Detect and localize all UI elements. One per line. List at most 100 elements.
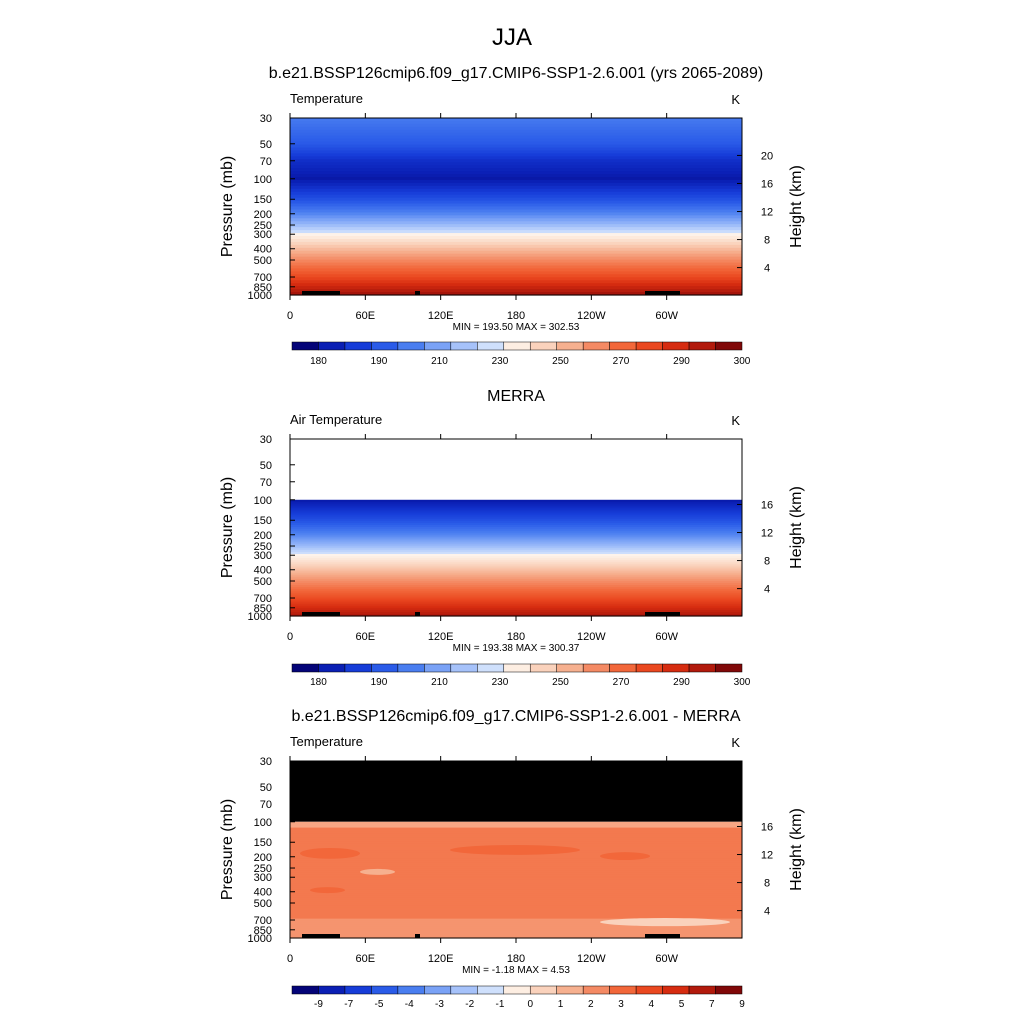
y-tick-label: 250 [254,220,272,232]
colorbar-swatch [291,985,319,995]
colorbar-swatch [556,341,584,351]
colorbar-swatch [582,663,610,673]
colorbar-label: 4 [648,999,654,1010]
y-tick-label: 150 [254,837,272,849]
contour-band [290,924,742,927]
contour-band [290,507,742,511]
colorbar-label: 190 [371,356,388,367]
contour-band [290,247,742,252]
y-tick-label: 50 [260,782,272,794]
x-tick-label: 60E [356,631,376,643]
colorbar-swatch [635,663,663,673]
contour-band [290,215,742,219]
contour-band [290,895,742,898]
contour-band [290,870,742,873]
y-tick-label: 200 [254,209,272,221]
contour-band [290,505,742,509]
colorbar-swatch [450,341,478,351]
y-tick-label: 70 [260,156,272,168]
contour-band [290,598,742,602]
contour-band [290,555,742,559]
contour-band [290,174,742,178]
topography-block [645,934,680,938]
contour-band [290,573,742,576]
contour-field [290,439,742,617]
contour-band [290,209,742,213]
contour-band [290,191,742,196]
x-tick-label: 60W [655,953,678,965]
y-tick-label: 300 [254,550,272,562]
colorbar-label: 3 [618,999,624,1010]
panel-units: K [731,413,740,428]
panel-title: b.e21.BSSP126cmip6.f09_g17.CMIP6-SSP1-2.… [269,65,764,82]
colorbar-swatch [635,985,663,995]
colorbar-label: 300 [734,677,751,688]
contour-band [290,841,742,844]
colorbar-swatch [450,985,478,995]
y-tick-label: 70 [260,477,272,489]
y-right-tick-label: 4 [764,906,770,918]
contour-band [290,891,742,895]
contour-band [290,860,742,864]
contour-patch [300,848,360,859]
contour-band [290,203,742,208]
colorbar-swatch [715,663,743,673]
y-right-tick-label: 12 [761,207,773,219]
contour-band [290,839,742,842]
x-tick-label: 60W [655,310,678,322]
y-tick-label: 850 [254,603,272,615]
contour-band [290,585,742,588]
contour-band [290,557,742,561]
contour-band [290,563,742,567]
panel-title: b.e21.BSSP126cmip6.f09_g17.CMIP6-SSP1-2.… [291,708,740,725]
colorbar-swatch [556,663,584,673]
contour-band [290,612,742,615]
panel-units: K [731,735,740,750]
contour-band [290,153,742,157]
y-tick-label: 1000 [248,290,272,302]
contour-band [290,918,742,922]
contour-band [290,854,742,858]
y-tick-label: 250 [254,863,272,875]
contour-band [290,144,742,149]
contour-band [290,126,742,131]
contour-band [290,548,742,551]
contour-band [290,528,742,532]
contour-band [290,825,742,829]
colorbar-swatch [556,985,584,995]
x-tick-label: 60W [655,631,678,643]
contour-band [290,532,742,536]
colorbar-label: 1 [558,999,564,1010]
contour-band [290,168,742,172]
x-tick-label: 180 [507,310,525,322]
y-tick-label: 30 [260,756,272,768]
colorbar-swatch [609,663,637,673]
contour-band [290,577,742,580]
colorbar-label: -1 [496,999,505,1010]
contour-band [290,123,742,128]
contour-band [290,912,742,916]
contour-band [290,150,742,154]
contour-band [290,837,742,840]
contour-band [290,546,742,549]
colorbar-swatch [477,663,505,673]
contour-band [290,530,742,534]
contour-band [290,521,742,524]
contour-band [290,897,742,900]
topography-block [302,291,340,295]
colorbar-swatch [291,341,319,351]
contour-band [290,590,742,594]
colorbar-label: 2 [588,999,594,1010]
contour-band [290,501,742,505]
contour-band [290,905,742,908]
contour-band [290,224,742,228]
contour-band [290,827,742,831]
contour-band [290,575,742,578]
contour-band [290,586,742,590]
contour-band [290,922,742,926]
colorbar-swatch [318,985,346,995]
colorbar-swatch [662,663,690,673]
y-tick-label: 150 [254,515,272,527]
colorbar-swatch [397,985,425,995]
colorbar-swatch [344,341,372,351]
